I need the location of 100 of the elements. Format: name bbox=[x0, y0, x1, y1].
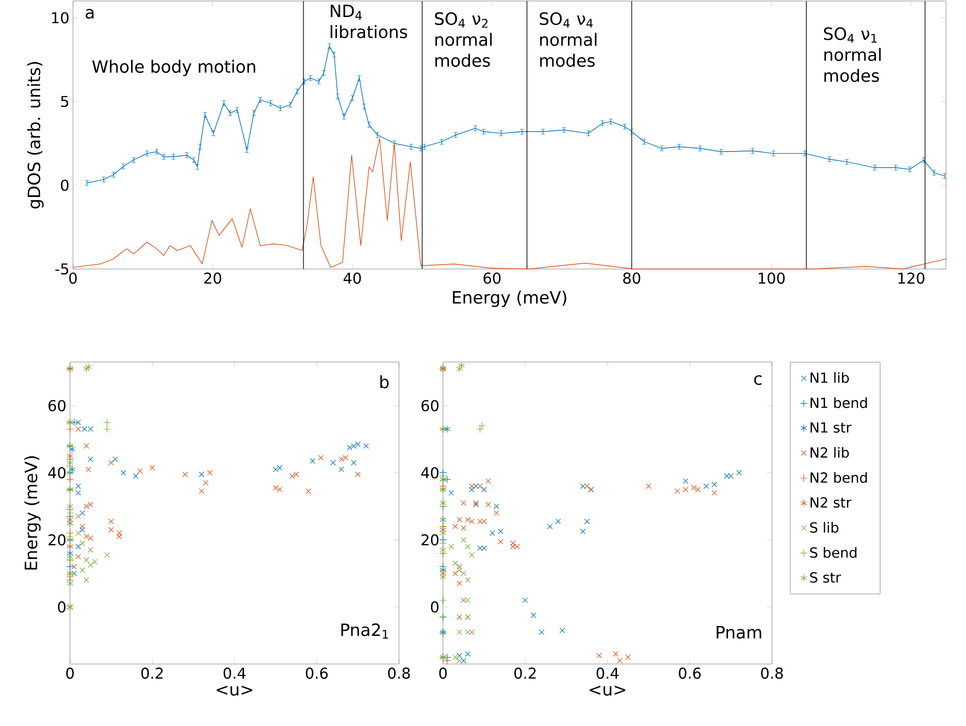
point bbox=[456, 629, 462, 635]
point bbox=[456, 652, 462, 658]
point bbox=[443, 476, 451, 484]
point bbox=[456, 580, 462, 586]
y-tick-label: 20 bbox=[422, 534, 438, 546]
point bbox=[514, 544, 520, 550]
point bbox=[473, 483, 479, 489]
point bbox=[452, 570, 458, 576]
point bbox=[66, 476, 74, 484]
point bbox=[133, 473, 139, 479]
point bbox=[494, 510, 500, 516]
x-tick-label: 20 bbox=[204, 272, 222, 284]
point bbox=[198, 488, 204, 494]
point bbox=[444, 425, 450, 433]
point bbox=[440, 499, 446, 507]
legend-label: S bend bbox=[810, 547, 856, 558]
point bbox=[71, 570, 77, 576]
point bbox=[355, 472, 361, 478]
x-tick-label: 0.2 bbox=[514, 668, 536, 679]
annotation: c bbox=[754, 375, 762, 385]
x-tick-label: 80 bbox=[623, 272, 640, 284]
point bbox=[66, 549, 74, 558]
point bbox=[85, 363, 92, 371]
point bbox=[116, 530, 122, 536]
point bbox=[560, 628, 566, 634]
point bbox=[547, 524, 553, 530]
point bbox=[80, 524, 86, 530]
point bbox=[460, 537, 466, 543]
annotation: Pna2$_{1}$ bbox=[341, 623, 388, 639]
point bbox=[485, 502, 492, 508]
point bbox=[682, 486, 688, 492]
legend-label: N1 bend bbox=[810, 397, 867, 408]
x-axis-title: <u> bbox=[216, 686, 252, 696]
point bbox=[460, 570, 466, 576]
point bbox=[469, 552, 475, 558]
point bbox=[84, 504, 90, 510]
point bbox=[448, 544, 454, 550]
point bbox=[198, 472, 204, 478]
legend-label: N1 lib bbox=[810, 372, 849, 383]
point bbox=[458, 362, 465, 370]
y-tick-label: 60 bbox=[422, 400, 438, 412]
point bbox=[440, 529, 446, 537]
point bbox=[464, 651, 470, 657]
point bbox=[490, 530, 496, 536]
point bbox=[75, 544, 81, 550]
point bbox=[103, 418, 111, 426]
point bbox=[330, 460, 336, 466]
x-tick-label: 100 bbox=[758, 272, 785, 284]
point bbox=[83, 364, 90, 372]
point bbox=[448, 490, 454, 496]
annotation: a bbox=[86, 8, 94, 19]
y-tick-label: 40 bbox=[421, 467, 438, 478]
point bbox=[584, 483, 590, 489]
point bbox=[452, 524, 458, 530]
point bbox=[580, 528, 586, 534]
point bbox=[88, 562, 94, 568]
point bbox=[66, 580, 74, 588]
point bbox=[182, 472, 188, 478]
point bbox=[440, 546, 446, 554]
point bbox=[75, 490, 81, 496]
point bbox=[310, 458, 316, 464]
point bbox=[355, 441, 361, 447]
point bbox=[464, 629, 470, 635]
legend-label: S str bbox=[810, 572, 842, 583]
point bbox=[703, 483, 709, 489]
y-tick-label: -5 bbox=[55, 263, 68, 275]
point bbox=[456, 614, 462, 620]
point bbox=[68, 445, 76, 454]
point bbox=[66, 458, 74, 466]
legend-label: N2 str bbox=[810, 497, 852, 508]
point bbox=[460, 658, 466, 664]
point bbox=[276, 464, 282, 470]
x-tick-label: 60 bbox=[484, 272, 501, 284]
point bbox=[80, 540, 86, 546]
x-axis-title: <u> bbox=[590, 686, 626, 696]
point bbox=[612, 651, 618, 657]
point bbox=[88, 535, 94, 541]
point bbox=[80, 567, 86, 573]
point bbox=[86, 466, 92, 472]
x-tick-label: 0.4 bbox=[224, 668, 246, 679]
annotation: b bbox=[380, 375, 389, 388]
point bbox=[108, 527, 114, 533]
point bbox=[66, 562, 74, 570]
point bbox=[736, 470, 742, 476]
point bbox=[66, 552, 74, 560]
x-tick-label: 0.2 bbox=[141, 668, 163, 679]
point bbox=[476, 425, 484, 433]
point bbox=[617, 658, 623, 664]
point bbox=[464, 577, 470, 583]
x-axis-title: Energy (meV) bbox=[452, 290, 566, 308]
point bbox=[460, 500, 466, 506]
point bbox=[92, 558, 98, 564]
point bbox=[469, 483, 475, 489]
point bbox=[149, 464, 156, 470]
point bbox=[712, 490, 718, 496]
point bbox=[66, 509, 74, 517]
point bbox=[691, 485, 697, 491]
point bbox=[75, 426, 81, 432]
legend-label: N2 lib bbox=[810, 447, 849, 458]
point bbox=[477, 545, 483, 551]
